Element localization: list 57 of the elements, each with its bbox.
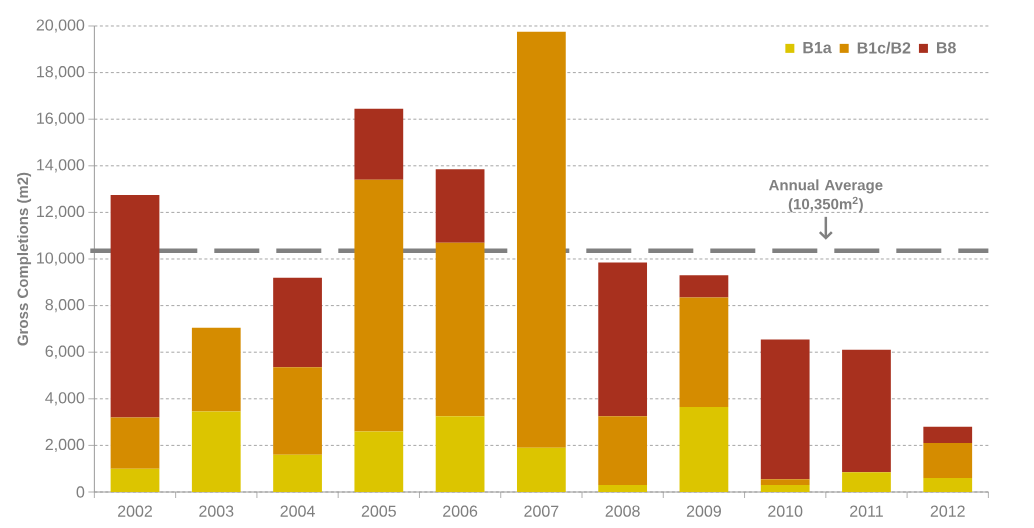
bar [598,485,648,492]
y-tick-label: 14,000 [37,159,85,173]
bar [110,194,160,418]
bar [435,169,485,243]
y-tick-label: 8,000 [45,298,85,313]
bar [679,297,729,407]
y-tick-label: 12,000 [37,205,85,220]
bar [923,443,973,479]
bar [273,454,322,492]
bar [679,275,729,298]
x-tick-label: 2003 [199,505,234,517]
bar [760,339,810,480]
y-tick-label: 0 [76,486,85,498]
y-tick-label: 10,000 [37,252,85,266]
bar [923,478,973,492]
bar [191,411,241,492]
legend-label: B1c/B2 [857,41,911,54]
y-tick-label: 4,000 [45,392,85,406]
x-tick-label: 2009 [686,505,721,517]
bar [435,242,485,417]
y-tick-label: 18,000 [37,65,85,80]
x-tick-label: 2012 [930,505,965,517]
y-tick-label: 6,000 [45,345,85,359]
bar [110,468,160,492]
x-tick-label: 2002 [118,505,152,517]
x-tick-label: 2007 [524,505,559,517]
x-tick-label: 2010 [768,505,803,517]
bar [516,31,566,448]
bar [598,416,648,486]
x-tick-label: 2005 [361,505,396,517]
bar [354,431,404,492]
bar [354,179,404,432]
y-tick-label: 20,000 [36,19,85,33]
legend-label: B8 [937,42,956,54]
x-tick-label: 2011 [850,505,883,517]
ref-line-label: Annual Average (10,350m$^{2}$) [768,179,883,213]
legend-label: B1a [803,42,832,54]
bar [842,349,891,473]
bar [273,367,322,455]
y-tick-label: 2,000 [45,438,85,453]
bar [598,262,648,417]
bar [435,416,485,492]
bar [923,426,973,444]
bar [842,472,891,492]
bar [760,485,810,492]
bar [760,479,810,486]
bar [110,417,160,469]
x-tick-label: 2008 [605,505,640,517]
y-tick-label: 16,000 [37,112,85,126]
x-tick-label: 2006 [443,505,478,517]
y-axis-title: Gross Completions (m2) [17,172,32,346]
bar [516,447,566,492]
x-tick-label: 2004 [280,505,315,517]
bar [354,108,404,180]
bar [679,406,729,492]
bar [273,277,322,368]
bar [191,327,241,412]
